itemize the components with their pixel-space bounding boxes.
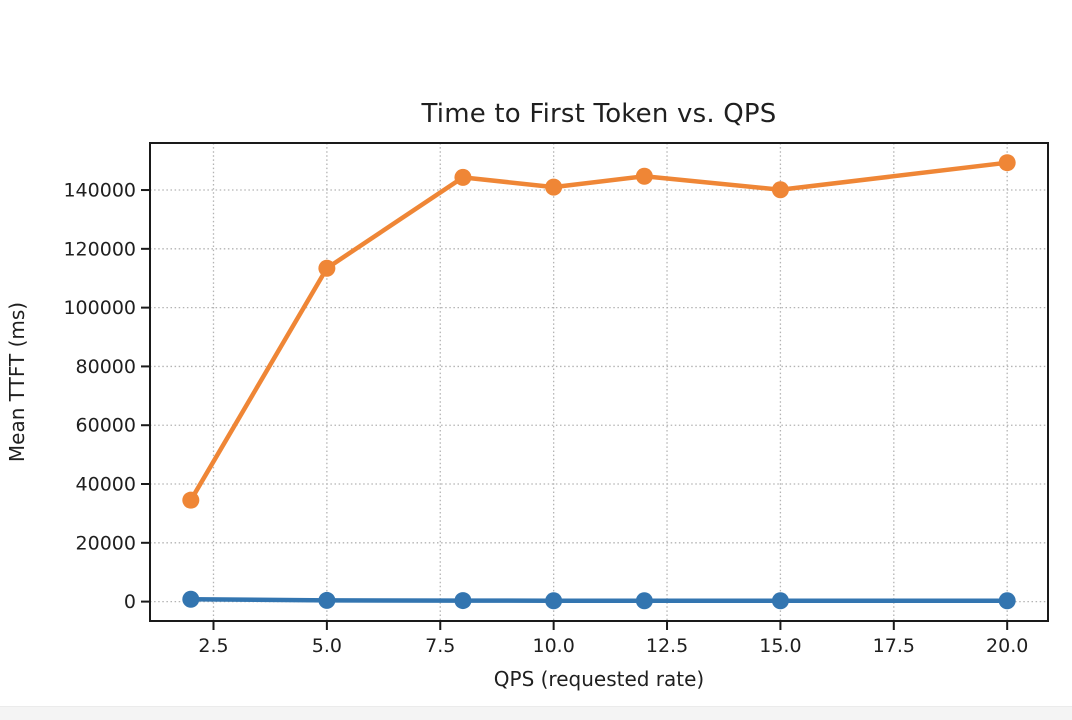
y-tick-label: 80000 (76, 356, 136, 378)
y-tick-label: 40000 (76, 474, 136, 496)
y-tick-label: 20000 (76, 532, 136, 554)
x-axis-label: QPS (requested rate) (493, 667, 705, 691)
blue-data-point-marker (182, 590, 200, 608)
y-tick-label: 0 (124, 591, 136, 613)
orange-data-point-marker (545, 178, 563, 196)
x-tick-label: 10.0 (532, 635, 574, 657)
blue-data-point-marker (771, 592, 789, 610)
y-tick-label: 140000 (63, 180, 136, 202)
blue-data-point-marker (635, 592, 653, 610)
orange-data-point-marker (771, 181, 789, 199)
orange-data-point-marker (182, 491, 200, 509)
blue-data-point-marker (454, 592, 472, 610)
x-tick-label: 7.5 (425, 635, 455, 657)
orange-data-point-marker (635, 167, 653, 185)
orange-data-point-marker (454, 168, 472, 186)
x-tick-label: 12.5 (646, 635, 688, 657)
orange-data-point-marker (318, 259, 336, 277)
x-tick-label: 5.0 (312, 635, 342, 657)
blue-line (188, 596, 1010, 603)
orange-data-point-marker (998, 154, 1016, 172)
blue-data-point-marker (545, 592, 563, 610)
x-tick-label: 17.5 (873, 635, 915, 657)
blue-data-point-marker (318, 591, 336, 609)
y-tick-label: 60000 (76, 415, 136, 437)
chart-title: Time to First Token vs. QPS (421, 99, 777, 129)
x-tick-label: 15.0 (759, 635, 801, 657)
orange-line (188, 160, 1010, 503)
axes-frame (149, 142, 1049, 622)
blue-data-point-marker (998, 592, 1016, 610)
x-tick-label: 2.5 (198, 635, 228, 657)
x-tick-label: 20.0 (986, 635, 1028, 657)
y-tick-label: 120000 (63, 238, 136, 260)
bottom-strip (0, 706, 1072, 720)
y-tick-label: 100000 (63, 297, 136, 319)
